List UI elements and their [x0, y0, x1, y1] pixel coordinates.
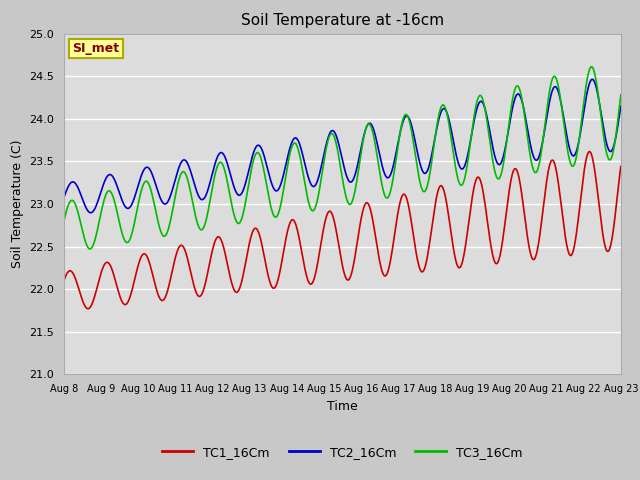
- TC2_16Cm: [602, 134, 609, 140]
- TC1_16Cm: [601, 242, 609, 248]
- TC3_16Cm: [588, 64, 595, 70]
- TC3_16Cm: [499, 165, 506, 170]
- TC3_16Cm: [60, 218, 68, 224]
- TC1_16Cm: [89, 300, 97, 305]
- TC3_16Cm: [331, 136, 339, 142]
- TC2_16Cm: [60, 194, 68, 200]
- TC2_16Cm: [589, 76, 596, 82]
- TC2_16Cm: [499, 156, 506, 162]
- Y-axis label: Soil Temperature (C): Soil Temperature (C): [11, 140, 24, 268]
- TC3_16Cm: [601, 142, 609, 147]
- TC3_16Cm: [86, 246, 93, 252]
- TC3_16Cm: [617, 92, 625, 98]
- Legend: TC1_16Cm, TC2_16Cm, TC3_16Cm: TC1_16Cm, TC2_16Cm, TC3_16Cm: [157, 441, 528, 464]
- Line: TC1_16Cm: TC1_16Cm: [64, 152, 621, 309]
- Text: SI_met: SI_met: [72, 42, 120, 55]
- TC2_16Cm: [617, 103, 625, 109]
- TC1_16Cm: [586, 149, 593, 155]
- TC3_16Cm: [316, 182, 324, 188]
- Title: Soil Temperature at -16cm: Soil Temperature at -16cm: [241, 13, 444, 28]
- TC1_16Cm: [499, 237, 506, 243]
- Line: TC3_16Cm: TC3_16Cm: [64, 67, 621, 249]
- TC1_16Cm: [617, 164, 625, 169]
- TC2_16Cm: [89, 209, 97, 215]
- TC1_16Cm: [316, 245, 324, 251]
- TC1_16Cm: [60, 277, 68, 283]
- Line: TC2_16Cm: TC2_16Cm: [64, 79, 621, 213]
- TC2_16Cm: [601, 133, 609, 139]
- X-axis label: Time: Time: [327, 400, 358, 413]
- TC3_16Cm: [89, 243, 97, 249]
- TC2_16Cm: [87, 210, 95, 216]
- TC1_16Cm: [602, 244, 609, 250]
- TC2_16Cm: [316, 168, 324, 174]
- TC2_16Cm: [331, 130, 339, 136]
- TC1_16Cm: [84, 306, 92, 312]
- TC3_16Cm: [602, 144, 609, 149]
- TC1_16Cm: [331, 222, 339, 228]
